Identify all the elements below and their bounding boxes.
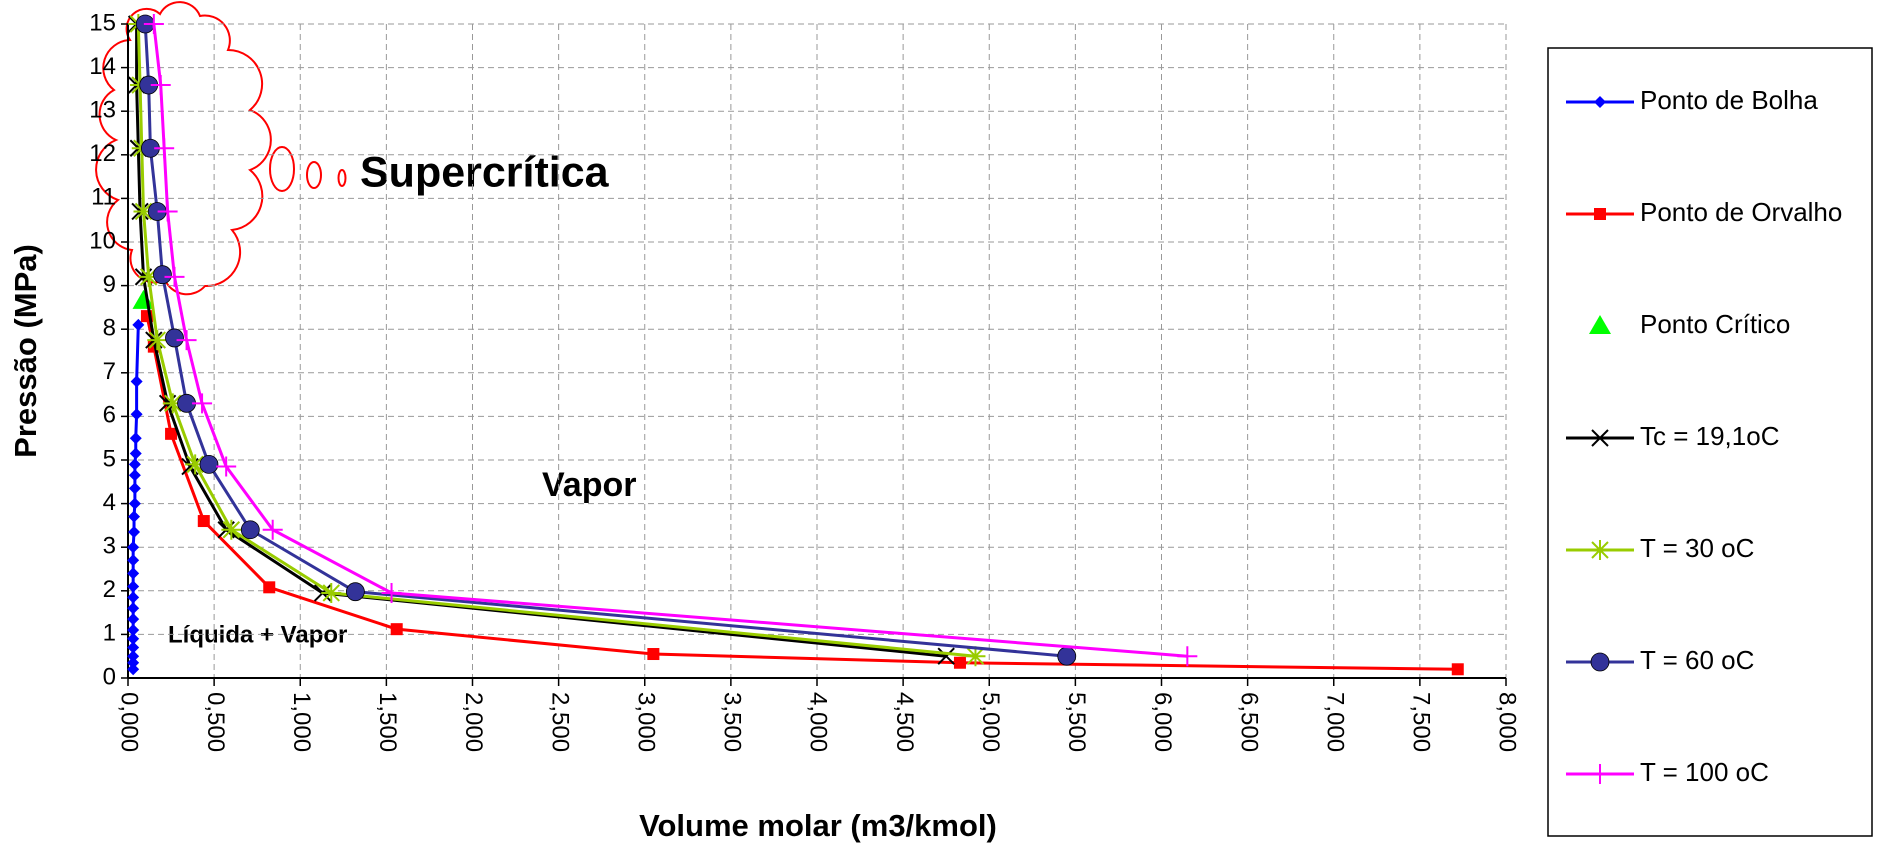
- y-tick-label: 3: [103, 533, 116, 560]
- y-tick-label: 6: [103, 402, 116, 429]
- chart: Supercrítica Vapor Líquida + Vapor Volum…: [0, 0, 1881, 851]
- marker: [321, 583, 341, 603]
- y-tick-label: 5: [103, 445, 116, 472]
- y-tick-label: 12: [89, 140, 116, 167]
- legend-label: T = 100 oC: [1640, 757, 1769, 787]
- x-tick-label: 0,500: [202, 692, 229, 752]
- x-tick-label: 2,500: [546, 692, 573, 752]
- x-tick-label: 8,000: [1494, 692, 1521, 752]
- x-tick-label: 5,500: [1063, 692, 1090, 752]
- marker: [647, 648, 659, 660]
- marker: [954, 657, 966, 669]
- y-tick-label: 9: [103, 271, 116, 298]
- x-tick-label: 0,000: [116, 692, 143, 752]
- marker: [198, 515, 210, 527]
- x-tick-label: 4,000: [805, 692, 832, 752]
- marker: [221, 520, 241, 540]
- y-axis-title: Pressão (MPa): [8, 244, 43, 458]
- x-tick-label: 6,500: [1235, 692, 1262, 752]
- marker: [200, 455, 218, 473]
- legend-marker: [1590, 540, 1610, 560]
- y-tick-label: 10: [89, 227, 116, 254]
- marker: [153, 266, 171, 284]
- x-axis-title: Volume molar (m3/kmol): [639, 808, 997, 843]
- x-tick-label: 2,000: [460, 692, 487, 752]
- marker: [166, 329, 184, 347]
- legend-label: T = 60 oC: [1640, 645, 1754, 675]
- annotation: Supercrítica: [360, 148, 610, 196]
- legend-label: Ponto de Bolha: [1640, 85, 1818, 115]
- marker: [391, 623, 403, 635]
- x-tick-label: 4,500: [891, 692, 918, 752]
- y-tick-label: 13: [89, 97, 116, 124]
- y-tick-label: 11: [91, 184, 116, 211]
- marker: [346, 583, 364, 601]
- legend-label: Tc = 19,1oC: [1640, 421, 1779, 451]
- legend-label: T = 30 oC: [1640, 533, 1754, 563]
- x-tick-label: 1,500: [374, 692, 401, 752]
- y-tick-label: 2: [103, 576, 116, 603]
- x-tick-label: 1,000: [288, 692, 315, 752]
- y-tick-label: 8: [103, 315, 116, 342]
- legend-marker: [1591, 653, 1609, 671]
- marker: [263, 581, 275, 593]
- x-tick-label: 7,000: [1321, 692, 1348, 752]
- legend-marker: [1594, 208, 1606, 220]
- marker: [165, 428, 177, 440]
- marker: [1452, 663, 1464, 675]
- y-tick-label: 1: [103, 620, 116, 647]
- x-tick-label: 7,500: [1408, 692, 1435, 752]
- x-tick-label: 3,000: [632, 692, 659, 752]
- marker: [1058, 647, 1076, 665]
- annotation: Vapor: [542, 466, 636, 504]
- y-tick-label: 4: [103, 489, 116, 516]
- legend-label: Ponto de Orvalho: [1640, 197, 1842, 227]
- y-tick-label: 15: [89, 9, 116, 36]
- x-tick-label: 6,000: [1149, 692, 1176, 752]
- x-tick-label: 5,000: [977, 692, 1004, 752]
- x-tick-label: 3,500: [719, 692, 746, 752]
- marker: [241, 521, 259, 539]
- legend-label: Ponto Crítico: [1640, 309, 1790, 339]
- y-tick-label: 0: [103, 663, 116, 690]
- marker: [147, 330, 167, 350]
- y-tick-label: 14: [89, 53, 116, 80]
- y-tick-label: 7: [103, 358, 116, 385]
